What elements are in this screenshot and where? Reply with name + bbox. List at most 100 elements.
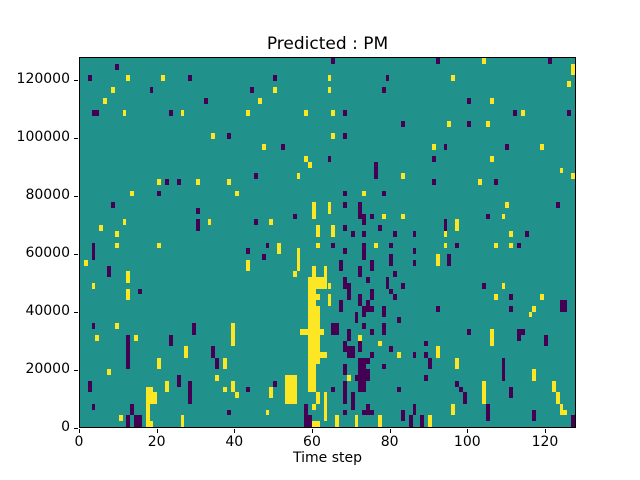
heatmap-cell-dark <box>91 254 96 260</box>
heatmap-cell-dark <box>87 386 92 393</box>
heatmap-cell-dark <box>516 328 521 335</box>
heatmap-cell-dark <box>265 242 270 249</box>
heatmap-cell-dark <box>254 219 258 226</box>
heatmap-cell-dark <box>524 230 529 237</box>
chart-title: Predicted : PM <box>266 34 389 54</box>
heatmap-cell-yellow <box>532 375 537 381</box>
heatmap-cell-dark <box>532 409 537 416</box>
heatmap-cell-yellow <box>528 311 533 318</box>
heatmap-cell-yellow <box>315 225 320 231</box>
heatmap-cell-dark <box>547 58 552 64</box>
heatmap-cell-yellow <box>304 156 309 162</box>
heatmap-cell-dark <box>138 421 142 427</box>
heatmap-cell-dark <box>428 357 432 364</box>
heatmap-cell-dark <box>188 398 193 404</box>
y-tick-label: 20000 <box>25 361 70 378</box>
heatmap-cell-yellow <box>288 380 293 387</box>
heatmap-cell-yellow <box>323 409 328 416</box>
heatmap-cell-dark <box>424 352 429 358</box>
heatmap-cell-dark <box>196 225 200 231</box>
heatmap-cell-dark <box>397 386 401 393</box>
heatmap-cell-dark <box>130 409 135 416</box>
heatmap-cell-yellow <box>145 415 150 422</box>
heatmap-cell-yellow <box>230 334 235 341</box>
y-tick-label: 60000 <box>25 245 70 262</box>
heatmap-cell-yellow <box>223 386 227 393</box>
y-tick-label: 0 <box>61 419 70 435</box>
heatmap-cell-yellow <box>319 282 324 289</box>
heatmap-cell-dark <box>95 109 100 116</box>
heatmap-cell-dark <box>327 156 332 162</box>
heatmap-cell-dark <box>447 259 452 266</box>
heatmap-cell-dark <box>308 421 313 427</box>
heatmap-cell-dark <box>366 305 371 312</box>
heatmap-cell-dark <box>304 421 309 427</box>
heatmap-cell-yellow <box>308 317 313 324</box>
heatmap-cell-dark <box>342 346 347 353</box>
heatmap-cell-yellow <box>149 421 154 427</box>
heatmap-cell-yellow <box>308 346 313 353</box>
heatmap-cell-dark <box>571 421 575 427</box>
heatmap-cell-dark <box>126 346 131 353</box>
heatmap-cell-dark <box>261 254 266 260</box>
x-tick-mark <box>467 429 469 433</box>
heatmap-cell-dark <box>342 392 347 399</box>
heatmap-cell-dark <box>455 242 459 249</box>
heatmap-cell-yellow <box>273 86 278 93</box>
heatmap-cell-yellow <box>269 219 274 226</box>
heatmap-cell-yellow <box>114 242 119 249</box>
x-tick-mark <box>544 429 546 433</box>
heatmap-cell-yellow <box>296 259 301 266</box>
heatmap-cell-yellow <box>493 242 498 249</box>
heatmap-cell-yellow <box>292 398 297 404</box>
heatmap-cell-yellow <box>447 121 452 128</box>
heatmap-cell-yellow <box>323 282 328 289</box>
heatmap-cell-yellow <box>331 225 336 231</box>
heatmap-cell-dark <box>358 346 363 353</box>
heatmap-cell-yellow <box>308 311 313 318</box>
heatmap-cell-dark <box>381 86 386 93</box>
heatmap-cell-dark <box>400 409 405 416</box>
x-tick-label: 80 <box>380 434 399 450</box>
heatmap-cell-dark <box>373 173 378 180</box>
heatmap-cell-yellow <box>180 109 185 116</box>
heatmap-cell-dark <box>358 369 363 376</box>
heatmap-cell-yellow <box>455 219 459 226</box>
heatmap-cell-dark <box>342 340 347 347</box>
heatmap-cell-dark <box>215 357 220 364</box>
heatmap-cell-yellow <box>126 75 131 82</box>
heatmap-cell-yellow <box>308 323 313 329</box>
heatmap-cell-yellow <box>161 75 166 82</box>
heatmap-cell-dark <box>362 213 367 220</box>
heatmap-cell-yellow <box>559 403 564 410</box>
heatmap-cell-yellow <box>145 392 150 399</box>
heatmap-cell-yellow <box>308 328 313 335</box>
heatmap-cell-dark <box>381 363 386 370</box>
heatmap-cell-yellow <box>292 392 297 399</box>
heatmap-cell-dark <box>176 380 181 387</box>
heatmap-cell-dark <box>362 248 367 255</box>
heatmap-cell-dark <box>362 219 367 226</box>
heatmap-cell-yellow <box>555 398 560 404</box>
heatmap-cell-yellow <box>489 328 494 335</box>
heatmap-cell-yellow <box>435 346 440 353</box>
heatmap-cell-dark <box>114 63 119 70</box>
heatmap-cell-yellow <box>130 190 135 197</box>
heatmap-cell-yellow <box>284 386 289 393</box>
heatmap-cell-dark <box>393 271 398 278</box>
heatmap-cell-yellow <box>312 311 316 318</box>
heatmap-cell-yellow <box>312 271 316 278</box>
x-tick-mark <box>156 429 158 433</box>
heatmap-cell-yellow <box>110 86 115 93</box>
heatmap-cell-dark <box>342 277 347 283</box>
heatmap-cell-dark <box>157 190 162 197</box>
heatmap-cell-yellow <box>532 369 537 376</box>
heatmap-cell-dark <box>342 386 347 393</box>
heatmap-cell-yellow <box>149 392 154 399</box>
heatmap-cell-yellow <box>153 392 158 399</box>
heatmap-cell-yellow <box>230 328 235 335</box>
heatmap-cell-dark <box>501 375 506 381</box>
heatmap-cell-dark <box>176 179 181 185</box>
x-tick-label: 120 <box>531 434 559 450</box>
heatmap-cell-yellow <box>505 202 510 208</box>
